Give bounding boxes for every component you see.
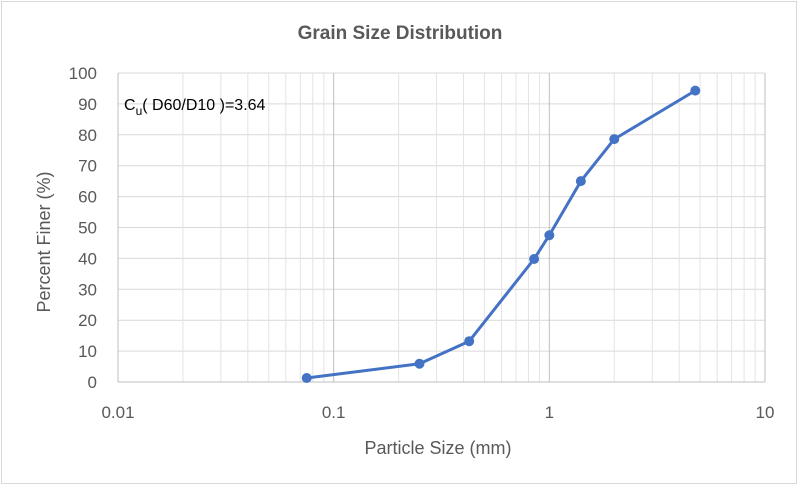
series-line — [301, 85, 701, 383]
y-tick-label: 60 — [78, 188, 97, 207]
x-tick-label: 1 — [545, 403, 554, 422]
y-tick-label: 50 — [78, 219, 97, 238]
data-point — [609, 134, 620, 145]
cu-annotation-prefix: C — [124, 97, 136, 114]
y-tick-label: 10 — [78, 342, 97, 361]
y-tick-label: 100 — [69, 64, 97, 83]
data-point — [301, 372, 312, 383]
data-point — [690, 85, 701, 96]
data-point — [529, 254, 540, 265]
y-tick-label: 30 — [78, 280, 97, 299]
data-point — [544, 230, 555, 241]
cu-annotation-subscript: u — [136, 104, 143, 118]
y-tick-label: 0 — [88, 373, 97, 392]
cu-annotation-suffix: ( D60/D10 )=3.64 — [142, 97, 265, 114]
data-point — [575, 176, 586, 187]
x-tick-label: 0.01 — [101, 403, 134, 422]
y-tick-label: 90 — [78, 95, 97, 114]
series-polyline — [306, 89, 697, 380]
y-tick-label: 70 — [78, 157, 97, 176]
y-tick-label: 80 — [78, 126, 97, 145]
cu-annotation: Cu( D60/D10 )=3.64 — [124, 97, 266, 118]
grid-lines — [117, 72, 766, 383]
data-point — [464, 336, 475, 347]
x-tick-label: 0.1 — [322, 403, 346, 422]
x-tick-label: 10 — [756, 403, 775, 422]
tick-labels: 0 10 20 30 40 50 60 70 80 90 100 0.01 0.1 1 10 — [69, 64, 775, 422]
data-point — [414, 358, 425, 369]
y-tick-label: 40 — [78, 249, 97, 268]
y-tick-label: 20 — [78, 311, 97, 330]
chart-title: Grain Size Distribution — [298, 23, 503, 44]
y-axis-label: Percent Finer (%) — [34, 171, 54, 312]
x-axis-label: Particle Size (mm) — [364, 438, 511, 458]
